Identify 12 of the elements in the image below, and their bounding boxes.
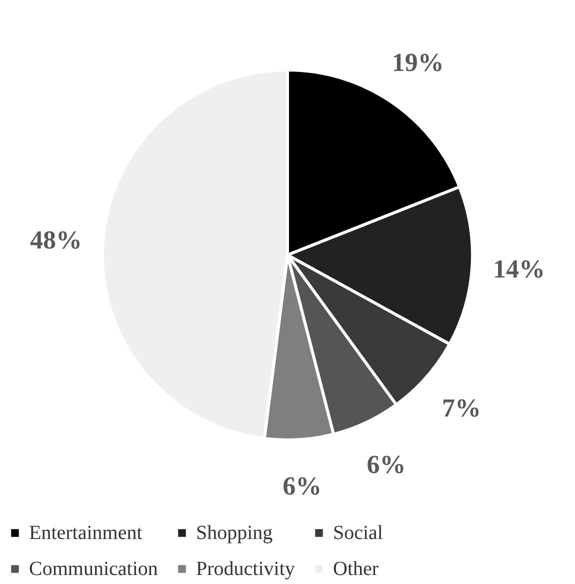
data-label: 48% bbox=[30, 225, 82, 254]
data-label: 14% bbox=[493, 254, 546, 284]
data-label: 6% bbox=[366, 450, 406, 479]
legend-label: Social bbox=[333, 522, 384, 544]
data-label: 6% bbox=[282, 472, 322, 501]
data-label: 7% bbox=[442, 393, 482, 422]
data-label: 19% bbox=[392, 48, 444, 78]
legend-label: Other bbox=[333, 558, 379, 580]
legend-label: Shopping bbox=[196, 522, 273, 544]
legend-label: Entertainment bbox=[29, 522, 143, 544]
legend-label: Productivity bbox=[196, 558, 295, 580]
legend-label: Communication bbox=[29, 558, 158, 580]
